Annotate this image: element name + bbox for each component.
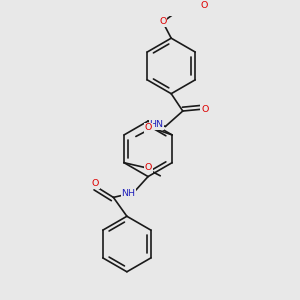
Text: O: O xyxy=(200,1,208,10)
Text: HN: HN xyxy=(149,120,164,129)
Text: O: O xyxy=(92,179,99,188)
Text: O: O xyxy=(159,17,166,26)
Text: O: O xyxy=(145,124,152,133)
Text: O: O xyxy=(145,163,152,172)
Text: O: O xyxy=(201,105,208,114)
Text: NH: NH xyxy=(122,189,135,198)
